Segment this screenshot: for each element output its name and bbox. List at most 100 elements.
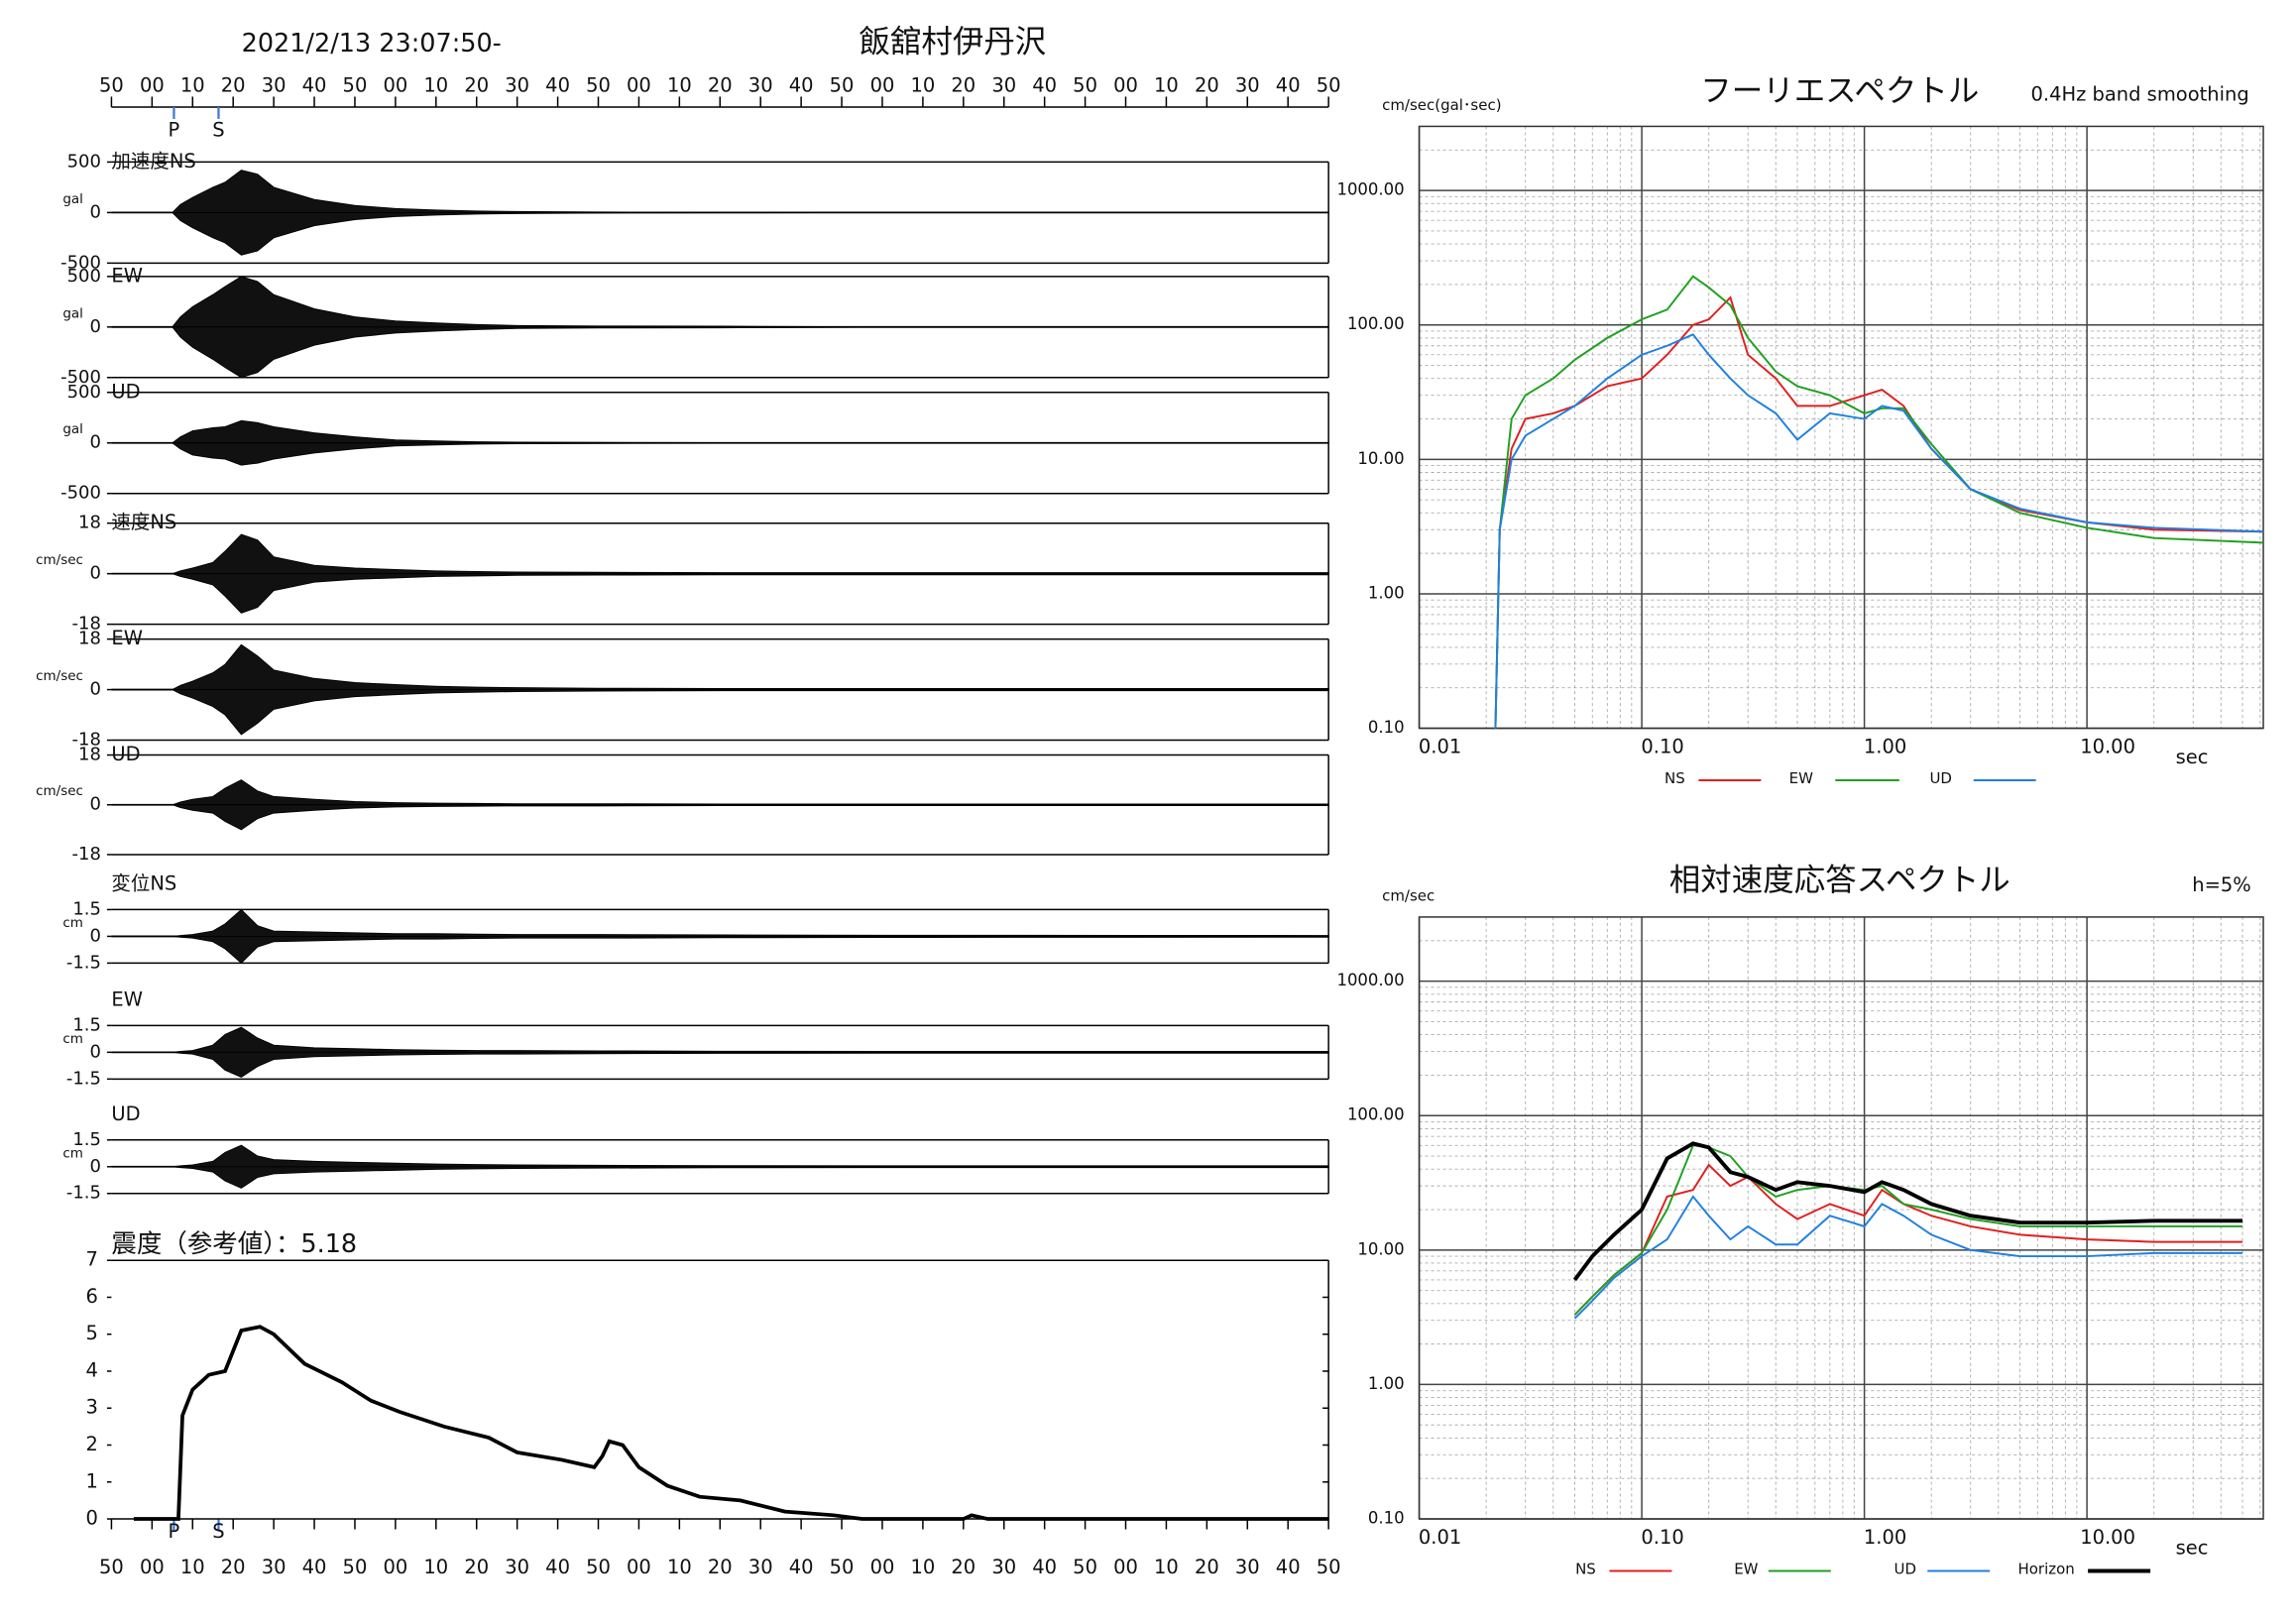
y-tick-label: 6 [86,1285,98,1308]
x-tick-label: 10 [423,1556,448,1578]
y-tick-label: 3 [86,1396,98,1419]
response-x-label: sec [2176,1537,2209,1560]
x-tick-label: 30 [748,73,773,96]
x-tick-label: 40 [302,73,327,96]
spectrum-line [1494,275,2264,729]
spectrum-line [1573,1144,2243,1316]
waveform-envelope [111,779,1329,806]
x-tick-label: 20 [464,1556,489,1578]
x-tick-label: 40 [1276,73,1301,96]
fourier-y-label: cm/sec(gal･sec) [1382,96,1501,114]
x-tick-label: 20 [951,73,976,96]
y-tick-label: 0 [89,1156,100,1177]
y-tick-label: 1 [86,1469,98,1492]
y-tick-label: 1.5 [72,1014,101,1035]
x-tick-label: 20 [1195,73,1219,96]
x-tick-label: 00 [627,73,651,96]
y-tick-label: 0 [89,925,100,946]
x-tick-label: 10 [180,1556,205,1578]
unit-label: cm/sec [36,668,83,684]
y-tick-label: 5 [86,1322,98,1344]
plot-frame [1418,916,2264,1520]
x-tick-label: 10 [667,73,692,96]
y-tick-label: -500 [60,367,101,388]
y-tick-label: -18 [72,730,101,751]
waveform-envelope [111,533,1329,575]
y-tick-label: 1.00 [1368,1374,1405,1393]
x-tick-label: 10 [180,73,205,96]
station-title: 飯舘村伊丹沢 [859,25,1046,60]
y-tick-label: 18 [78,745,101,765]
y-tick-label: 100.00 [1347,1105,1405,1124]
y-tick-label: 500 [67,266,101,287]
y-tick-label: 0 [86,1507,98,1530]
channel-label: 変位NS [111,871,176,894]
x-tick-label: 40 [1032,1556,1057,1578]
legend-label: NS [1665,769,1685,787]
y-tick-label: 0 [89,563,100,584]
unit-label: cm/sec [36,783,83,799]
y-tick-label: 0 [89,316,100,337]
x-tick-label: 00 [870,73,895,96]
waveform-envelope [111,211,1329,256]
x-tick-label: 20 [708,73,733,96]
channel-label: UD [111,380,140,403]
x-tick-label: 20 [221,73,246,96]
x-tick-label: 50 [1073,73,1097,96]
waveform-envelope [111,1051,1329,1079]
waveform-envelope [111,804,1329,831]
y-tick-label: 0 [89,1041,100,1062]
intensity-title: 震度（参考値）：5.18 [111,1229,357,1259]
x-tick-label: 30 [748,1556,773,1578]
response-title: 相対速度応答スペクトル [1669,863,2010,898]
x-tick-label: 30 [505,73,529,96]
phase-label: S [212,1520,224,1543]
channel-label: UD [111,1102,140,1125]
x-tick-label: 40 [789,73,814,96]
waveform-envelope [111,170,1329,213]
x-tick-label: 10.00 [2080,1526,2135,1549]
x-tick-label: 0.10 [1641,736,1683,758]
x-tick-label: 40 [1032,73,1057,96]
unit-label: cm [62,915,83,931]
x-tick-label: 30 [505,1556,529,1578]
x-tick-label: 50 [830,73,855,96]
y-tick-label: 10.00 [1357,1239,1404,1258]
y-tick-label: 7 [86,1248,98,1271]
x-tick-label: 50 [343,1556,368,1578]
y-tick-label: -18 [72,844,101,865]
legend-label: EW [1789,769,1813,787]
x-tick-label: 0.10 [1641,1526,1683,1549]
spectrum-line [1573,1163,2243,1316]
datetime: 2021/2/13 23:07:50- [242,29,502,58]
x-tick-label: 30 [1235,73,1260,96]
x-tick-label: 50 [1317,73,1341,96]
waveform-envelope [111,1144,1329,1168]
y-tick-label: 1.5 [72,898,101,919]
fourier-subtitle: 0.4Hz band smoothing [2031,82,2249,105]
x-tick-label: 00 [1113,73,1138,96]
y-tick-label: 2 [86,1433,98,1455]
waveform-envelope [111,689,1329,736]
y-tick-label: -500 [60,483,101,504]
x-tick-label: 50 [99,73,124,96]
spectrum-line [1572,1141,2243,1282]
y-tick-label: -1.5 [66,1068,101,1089]
x-tick-label: 1.00 [1864,736,1906,758]
waveform-envelope [111,1026,1329,1053]
x-tick-label: 00 [870,1556,895,1578]
y-tick-label: 4 [86,1358,98,1381]
x-tick-label: 50 [343,73,368,96]
y-tick-label: 18 [78,513,101,533]
x-tick-label: 10.00 [2080,736,2135,758]
x-tick-label: 50 [1317,1556,1341,1578]
x-tick-label: 50 [1073,1556,1097,1578]
waveform-envelope [111,326,1329,379]
fourier-title: フーリエスペクトル [1700,73,1979,109]
y-tick-label: -1.5 [66,952,101,973]
x-tick-label: 20 [951,1556,976,1578]
waveform-envelope [111,442,1329,466]
y-tick-label: 0 [89,201,100,222]
x-tick-label: 1.00 [1864,1526,1906,1549]
channel-label: EW [111,987,143,1010]
